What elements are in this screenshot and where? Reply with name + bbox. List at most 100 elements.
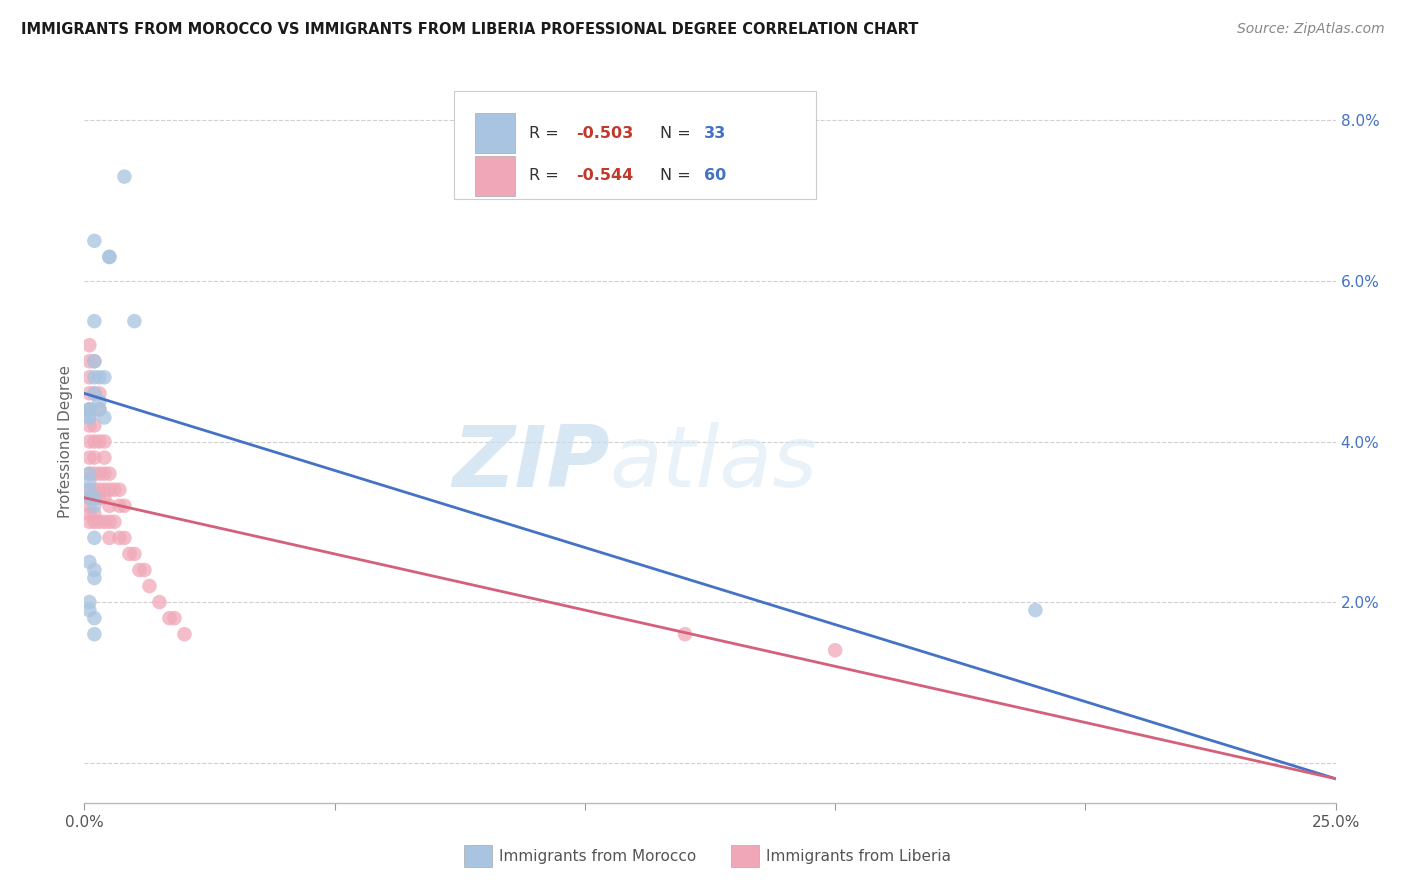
FancyBboxPatch shape: [454, 91, 817, 200]
Point: [108, 483, 131, 497]
Point: [103, 483, 125, 497]
Point: [89, 386, 111, 401]
Text: atlas: atlas: [610, 422, 818, 505]
Point: [89, 467, 111, 481]
Point: [1024, 603, 1046, 617]
Point: [112, 531, 135, 545]
Point: [79, 354, 101, 368]
Point: [93, 491, 115, 505]
Point: [79, 491, 101, 505]
Point: [83, 434, 105, 449]
Point: [173, 627, 195, 641]
Point: [83, 234, 105, 248]
Point: [89, 491, 111, 505]
Point: [98, 531, 121, 545]
Point: [98, 515, 121, 529]
Point: [79, 555, 101, 569]
Text: ZIP: ZIP: [453, 422, 610, 505]
Point: [79, 386, 101, 401]
Point: [98, 483, 121, 497]
Point: [98, 499, 121, 513]
Point: [108, 531, 131, 545]
Point: [83, 491, 105, 505]
Point: [83, 354, 105, 368]
Point: [79, 370, 101, 384]
Point: [83, 370, 105, 384]
Text: IMMIGRANTS FROM MOROCCO VS IMMIGRANTS FROM LIBERIA PROFESSIONAL DEGREE CORRELATI: IMMIGRANTS FROM MOROCCO VS IMMIGRANTS FR…: [21, 22, 918, 37]
Text: R =: R =: [529, 126, 564, 141]
Point: [83, 507, 105, 521]
Point: [108, 499, 131, 513]
Point: [79, 483, 101, 497]
Point: [79, 402, 101, 417]
Point: [79, 603, 101, 617]
FancyBboxPatch shape: [475, 113, 515, 153]
Point: [134, 563, 156, 577]
FancyBboxPatch shape: [475, 156, 515, 195]
Point: [83, 627, 105, 641]
Point: [93, 467, 115, 481]
Point: [93, 410, 115, 425]
Point: [83, 483, 105, 497]
Point: [79, 402, 101, 417]
Point: [79, 467, 101, 481]
Point: [89, 515, 111, 529]
Point: [83, 491, 105, 505]
Point: [79, 595, 101, 609]
Y-axis label: Professional Degree: Professional Degree: [58, 365, 73, 518]
Point: [79, 483, 101, 497]
Point: [112, 499, 135, 513]
Point: [83, 354, 105, 368]
Point: [79, 410, 101, 425]
Text: Source: ZipAtlas.com: Source: ZipAtlas.com: [1237, 22, 1385, 37]
Point: [79, 402, 101, 417]
Point: [163, 611, 186, 625]
Point: [124, 547, 146, 561]
Point: [824, 643, 846, 657]
Point: [79, 475, 101, 489]
Text: -0.544: -0.544: [576, 169, 633, 183]
Point: [79, 499, 101, 513]
Point: [93, 515, 115, 529]
Text: N =: N =: [659, 169, 696, 183]
Point: [89, 402, 111, 417]
Point: [89, 483, 111, 497]
Point: [93, 450, 115, 465]
Point: [83, 531, 105, 545]
Point: [83, 418, 105, 433]
Point: [83, 499, 105, 513]
Point: [112, 169, 135, 184]
Point: [83, 450, 105, 465]
Point: [83, 515, 105, 529]
Point: [118, 547, 141, 561]
Point: [79, 410, 101, 425]
Point: [98, 467, 121, 481]
Text: 60: 60: [704, 169, 725, 183]
Point: [83, 563, 105, 577]
Point: [83, 467, 105, 481]
Point: [89, 434, 111, 449]
Point: [103, 515, 125, 529]
Point: [124, 314, 146, 328]
Point: [673, 627, 696, 641]
Point: [79, 434, 101, 449]
Point: [79, 467, 101, 481]
Point: [89, 402, 111, 417]
Point: [83, 571, 105, 585]
Point: [79, 507, 101, 521]
Text: N =: N =: [659, 126, 696, 141]
Text: R =: R =: [529, 169, 564, 183]
Text: Immigrants from Morocco: Immigrants from Morocco: [499, 849, 696, 863]
Point: [98, 250, 121, 264]
Point: [79, 450, 101, 465]
Point: [83, 386, 105, 401]
Point: [138, 579, 160, 593]
Point: [128, 563, 150, 577]
Point: [79, 418, 101, 433]
Point: [83, 611, 105, 625]
Point: [79, 338, 101, 352]
Point: [83, 314, 105, 328]
Text: Immigrants from Liberia: Immigrants from Liberia: [766, 849, 952, 863]
Point: [93, 483, 115, 497]
Point: [79, 491, 101, 505]
